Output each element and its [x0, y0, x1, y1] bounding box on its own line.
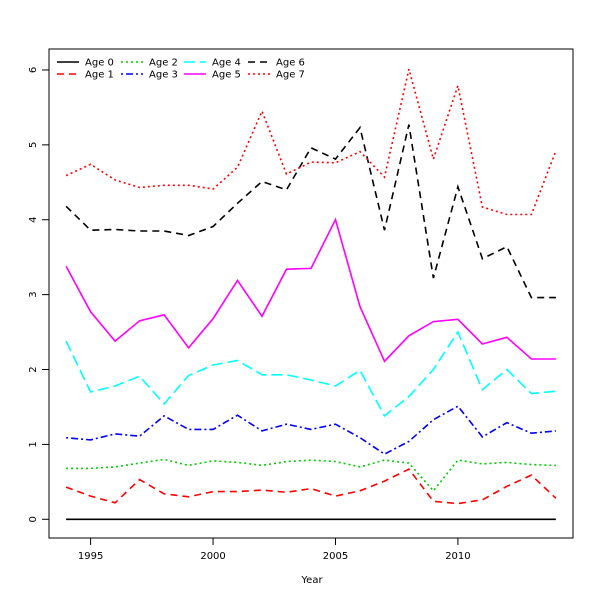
series-line-age-1	[65, 468, 557, 505]
series-line-age-3	[66, 405, 556, 456]
plot-frame	[48, 48, 574, 539]
y-tick-label: 1	[28, 441, 39, 447]
y-tick-label: 2	[28, 366, 39, 372]
x-axis-label: Year	[300, 575, 323, 586]
series-layer	[65, 68, 557, 521]
legend-label-age-4: Age 4	[212, 58, 241, 69]
legend-label-age-0: Age 0	[85, 58, 114, 69]
x-tick-label: 2005	[323, 551, 348, 562]
x-tick-label: 1995	[78, 551, 103, 562]
y-tick-label: 3	[28, 291, 39, 297]
legend-label-age-3: Age 3	[149, 70, 178, 81]
series-line-age-6	[65, 124, 556, 299]
x-tick-label: 2010	[445, 551, 470, 562]
series-line-age-5	[65, 217, 556, 363]
legend-label-age-2: Age 2	[149, 58, 178, 69]
series-line-age-7	[65, 68, 557, 216]
x-axis: 1995 2000 2005 2010	[78, 537, 471, 562]
legend-label-age-1: Age 1	[85, 70, 114, 81]
legend-label-age-7: Age 7	[276, 70, 305, 81]
y-tick-label: 4	[28, 217, 39, 223]
y-tick-label: 0	[28, 516, 39, 522]
y-tick-label: 6	[28, 67, 39, 73]
y-axis: 0 1 2 3 4 5 6	[28, 67, 50, 522]
series-line-age-4	[65, 330, 556, 418]
y-tick-label: 5	[28, 142, 39, 148]
legend-label-age-5: Age 5	[212, 70, 241, 81]
legend-label-age-6: Age 6	[276, 58, 305, 69]
series-line-age-2	[66, 458, 556, 493]
x-tick-label: 2000	[200, 551, 225, 562]
